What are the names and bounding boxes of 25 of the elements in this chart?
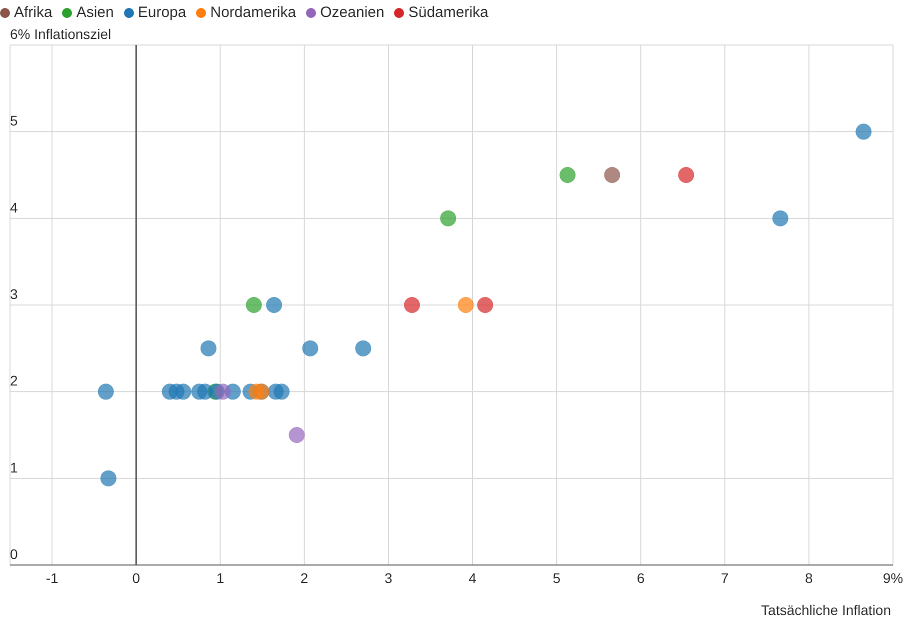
x-tick-label: 1	[216, 570, 224, 586]
x-tick-label: 4	[468, 570, 477, 586]
x-tick-label: 3	[384, 570, 393, 586]
x-tick-label: 2	[300, 570, 308, 586]
y-tick-label: 1	[10, 459, 18, 476]
y-tick-label: 3	[10, 286, 18, 302]
x-tick-label: 9%	[882, 570, 904, 586]
y-tick-label: 4	[10, 199, 18, 216]
x-tick-label: 5	[552, 570, 561, 586]
x-axis-title: Tatsächliche Inflation	[761, 602, 891, 618]
x-tick-label: -1	[46, 570, 58, 586]
legend-label: Südamerika	[408, 4, 488, 21]
y-tick-label: 5	[10, 112, 18, 129]
legend-label: Europa	[138, 4, 186, 21]
legend-label: Nordamerika	[210, 4, 296, 21]
x-tick-label: 6	[636, 570, 645, 586]
legend-label: Afrika	[14, 4, 52, 21]
y-tick-label: 6% Inflationsziel	[10, 26, 112, 42]
y-tick-label: 0	[10, 546, 18, 562]
x-tick-label: 0	[132, 570, 140, 586]
y-tick-label: 2	[10, 372, 18, 389]
x-tick-label: 7	[720, 570, 729, 586]
legend-label: Asien	[76, 4, 114, 21]
legend-label: Ozeanien	[320, 4, 384, 21]
x-tick-label: 8	[805, 570, 814, 586]
